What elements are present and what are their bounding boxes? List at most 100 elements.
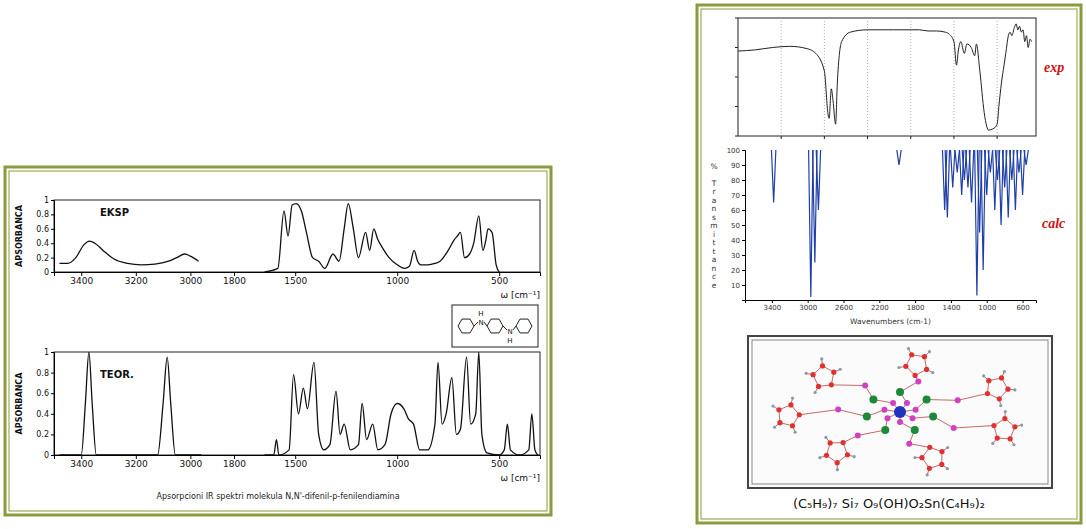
chart: exp (735, 18, 1064, 139)
tick: 600 (1016, 300, 1029, 312)
atom (824, 453, 829, 458)
atom (894, 406, 906, 418)
spectrum-line (59, 204, 499, 272)
atom (999, 404, 1002, 407)
atom (1008, 436, 1013, 441)
tick-label: 1 (44, 348, 49, 357)
left-panel (5, 167, 551, 515)
stick-peak (951, 150, 955, 188)
tick-label: 1000 (386, 459, 409, 469)
atom (810, 372, 815, 377)
tick-mark (51, 272, 54, 273)
atom (919, 455, 924, 460)
tick-label: 0.2 (36, 430, 49, 439)
tick-mark (735, 136, 738, 137)
tick-mark (735, 106, 738, 107)
plot-frame (54, 352, 540, 455)
tick-mark (867, 136, 868, 139)
tick-mark (808, 300, 809, 303)
tick: 3400 (70, 272, 93, 286)
tick: 0.6 (36, 225, 54, 234)
atom (881, 426, 889, 434)
tick: 1800 (223, 272, 246, 286)
atom (890, 400, 896, 406)
atom (1020, 423, 1023, 426)
benzene-ring (487, 319, 503, 333)
canvas: 34003200300018001500100050000.20.40.60.8… (0, 0, 1086, 529)
axis-title: ω [cm⁻¹] (501, 290, 541, 300)
tick-label: 500 (491, 276, 508, 286)
atom (923, 396, 931, 404)
chart-title: exp (1044, 60, 1064, 75)
stick-peak (1013, 150, 1017, 210)
atom (927, 466, 932, 471)
panel-border (5, 167, 551, 515)
tick-mark (824, 136, 825, 139)
panel-border-inner (9, 171, 547, 511)
atom (929, 412, 937, 420)
atom (816, 384, 821, 389)
tick: 50 (731, 222, 745, 230)
atom (869, 396, 877, 404)
atom (927, 445, 932, 450)
axis-title: % Transmittance (710, 162, 717, 290)
atom (805, 372, 808, 375)
bond (927, 399, 958, 401)
atom (915, 378, 921, 384)
atom (797, 412, 802, 417)
tick: 1800 (907, 300, 925, 312)
tick-mark (51, 214, 54, 215)
atom (777, 420, 782, 425)
atom (897, 366, 900, 369)
tick: 0.8 (36, 369, 54, 378)
tick-label: 0.6 (36, 225, 49, 234)
tick-mark (51, 393, 54, 394)
tick-label: 3400 (763, 304, 781, 312)
tick-mark (742, 240, 745, 241)
tick-mark (879, 300, 880, 303)
tick-mark (742, 150, 745, 151)
tick: 60 (731, 207, 745, 215)
tick: 0.2 (36, 430, 54, 439)
tick-mark (51, 455, 54, 456)
tick: 100 (727, 147, 745, 155)
chart: 34003200300018001500100050000.20.40.60.8… (15, 196, 541, 300)
tick: 3000 (179, 455, 202, 469)
tick-label: 0.8 (36, 210, 49, 219)
atom (1005, 387, 1010, 392)
tick-mark (742, 165, 745, 166)
tick-label: 0.8 (36, 369, 49, 378)
atom (835, 460, 840, 465)
tick-label: 3200 (125, 276, 148, 286)
atom (773, 426, 776, 429)
axis-line (746, 301, 1037, 304)
atom (904, 400, 910, 406)
atom (913, 407, 919, 413)
axis: 3400300026002200180014001000600 (746, 300, 1037, 312)
tick-mark (51, 373, 54, 374)
atom (862, 383, 868, 389)
tick: 1500 (284, 455, 307, 469)
tick-label: 0.2 (36, 254, 49, 263)
atom (794, 431, 797, 434)
tick: 3400 (763, 300, 781, 312)
tick: 0 (44, 451, 54, 460)
tick-mark (742, 195, 745, 196)
bond (858, 430, 885, 435)
axis-line (51, 353, 55, 456)
tick-mark (742, 210, 745, 211)
axis-title: APSORBANCA (15, 372, 24, 435)
tick-label: 90 (731, 162, 740, 170)
tick-mark (910, 136, 911, 139)
spectrum-line (59, 352, 538, 455)
atom (813, 391, 816, 394)
tick-label: 1800 (907, 304, 925, 312)
tick: 80 (731, 177, 745, 185)
atom (924, 367, 929, 372)
stick-peak (1020, 150, 1024, 195)
tick-label: 3400 (70, 459, 93, 469)
tick: 30 (731, 252, 745, 260)
atom (853, 455, 856, 458)
tick-label: 10 (731, 282, 740, 290)
tick-label: 1800 (223, 276, 246, 286)
